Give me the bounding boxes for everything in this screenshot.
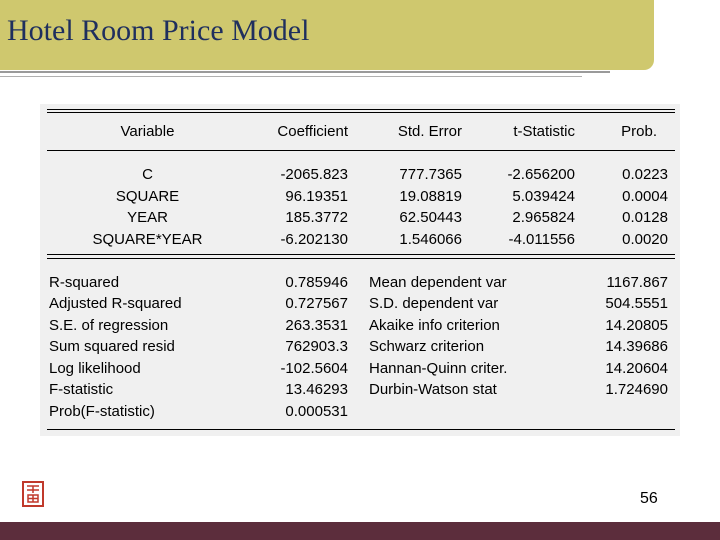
header-t-statistic: t-Statistic <box>513 123 575 140</box>
table-bottom-rule <box>47 429 675 430</box>
variable-cell: SQUARE*YEAR <box>92 231 203 248</box>
header-bottom-rule <box>47 150 675 151</box>
slide-title: Hotel Room Price Model <box>7 14 310 47</box>
stat-value: 762903.3 <box>285 338 348 355</box>
stat-value: -102.5604 <box>280 360 348 377</box>
stat-label: Log likelihood <box>49 360 141 377</box>
t-statistic-cell: 5.039424 <box>512 188 575 205</box>
std-error-cell: 62.50443 <box>399 209 462 226</box>
prob-cell: 0.0020 <box>622 231 668 248</box>
seal-logo-icon <box>22 481 44 507</box>
stat-value: 14.39686 <box>605 338 668 355</box>
coefficient-cell: -2065.823 <box>280 166 348 183</box>
stat-label: Durbin-Watson stat <box>369 381 497 398</box>
header-prob: Prob. <box>621 123 657 140</box>
stat-label: Mean dependent var <box>369 274 507 291</box>
table-top-rule-2 <box>47 112 675 113</box>
stat-label: Adjusted R-squared <box>49 295 182 312</box>
std-error-cell: 19.08819 <box>399 188 462 205</box>
prob-cell: 0.0004 <box>622 188 668 205</box>
footer-bar <box>0 522 720 540</box>
stat-value: 14.20604 <box>605 360 668 377</box>
coef-bottom-rule <box>47 254 675 255</box>
std-error-cell: 777.7365 <box>399 166 462 183</box>
stat-value: 504.5551 <box>605 295 668 312</box>
variable-cell: C <box>142 166 153 183</box>
stat-value: 1.724690 <box>605 381 668 398</box>
stat-label: S.D. dependent var <box>369 295 499 312</box>
stat-value: 0.727567 <box>285 295 348 312</box>
stat-label: F-statistic <box>49 381 114 398</box>
regression-output-table: Variable Coefficient Std. Error t-Statis… <box>40 104 680 436</box>
stat-label: Schwarz criterion <box>369 338 485 355</box>
title-band: Hotel Room Price Model <box>0 0 654 70</box>
stat-label: S.E. of regression <box>49 317 169 334</box>
header-coefficient: Coefficient <box>277 123 348 140</box>
stat-value: 13.46293 <box>285 381 348 398</box>
stat-label: Sum squared resid <box>49 338 175 355</box>
stat-label: Akaike info criterion <box>369 317 500 334</box>
prob-cell: 0.0223 <box>622 166 668 183</box>
stat-value: 1167.867 <box>606 274 668 291</box>
header-std-error: Std. Error <box>397 123 462 140</box>
page-number: 56 <box>640 490 658 507</box>
t-statistic-cell: -4.011556 <box>508 231 575 248</box>
stat-value: 0.000531 <box>285 403 348 420</box>
coefficient-cell: -6.202130 <box>280 231 348 248</box>
stat-value: 0.785946 <box>285 274 348 291</box>
stat-value: 263.3531 <box>285 317 348 334</box>
coefficient-cell: 185.3772 <box>285 209 348 226</box>
coef-bottom-rule-2 <box>47 258 675 259</box>
stat-label: R-squared <box>49 274 120 291</box>
variable-cell: YEAR <box>127 209 168 226</box>
stat-label: Prob(F-statistic) <box>49 403 155 420</box>
table-top-rule <box>47 109 675 110</box>
t-statistic-cell: 2.965824 <box>512 209 575 226</box>
title-rule-thick <box>0 71 610 73</box>
title-rule-thin <box>0 76 582 77</box>
coefficient-cell: 96.19351 <box>285 188 348 205</box>
variable-cell: SQUARE <box>115 188 180 205</box>
stat-label: Hannan-Quinn criter. <box>369 360 508 377</box>
stat-value: 14.20805 <box>605 317 668 334</box>
prob-cell: 0.0128 <box>622 209 668 226</box>
t-statistic-cell: -2.656200 <box>507 166 575 183</box>
header-variable: Variable <box>120 123 175 140</box>
std-error-cell: 1.546066 <box>399 231 462 248</box>
